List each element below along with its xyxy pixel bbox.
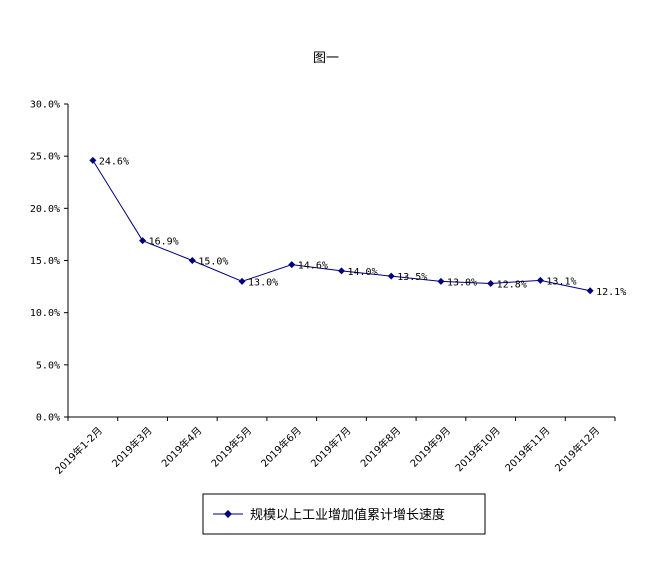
- data-label: 24.6%: [99, 156, 129, 167]
- x-tick-label: 2019年10月: [452, 424, 502, 474]
- y-tick-label: 30.0%: [30, 100, 60, 111]
- legend: 规模以上工业增加值累计增长速度: [202, 493, 486, 535]
- x-tick-label: 2019年3月: [109, 424, 155, 470]
- x-tick-label: 2019年12月: [552, 424, 602, 474]
- x-tick-label: 2019年1-2月: [52, 424, 105, 477]
- data-label: 12.8%: [497, 279, 527, 290]
- data-label: 13.0%: [248, 277, 278, 288]
- x-tick-label: 2019年4月: [159, 424, 205, 470]
- axes: [67, 104, 615, 418]
- data-labels: 24.6% 16.9% 15.0% 13.0% 14.6% 14.0% 13.5% 13.0%…: [99, 156, 626, 297]
- y-tick-label: 0.0%: [36, 413, 60, 424]
- x-tick-label: 2019年6月: [258, 424, 304, 470]
- data-label: 13.1%: [546, 276, 576, 287]
- data-point-marker: [586, 287, 594, 295]
- data-point-marker: [487, 279, 495, 287]
- data-point-marker: [338, 267, 345, 275]
- y-tick-label: 5.0%: [36, 360, 60, 371]
- legend-box: [202, 493, 486, 535]
- data-label: 13.5%: [397, 272, 427, 283]
- data-point-marker: [89, 156, 97, 164]
- y-tick-label: 20.0%: [30, 204, 60, 215]
- y-tick-label: 15.0%: [30, 256, 60, 267]
- data-label: 13.0%: [447, 277, 477, 288]
- legend-marker: [224, 510, 232, 518]
- x-tick-label: 2019年5月: [208, 424, 254, 470]
- data-point-marker: [437, 277, 445, 285]
- y-tick-label: 25.0%: [30, 152, 60, 163]
- x-tick-label: 2019年7月: [308, 424, 354, 470]
- data-label: 16.9%: [149, 237, 179, 248]
- x-axis-ticks: 2019年1-2月 2019年3月 2019年4月 2019年5月 2019年6月 201…: [52, 417, 616, 477]
- data-point-marker: [188, 257, 196, 264]
- chart-title: 图一: [313, 51, 339, 66]
- y-axis-ticks: 0.0% 5.0% 10.0% 15.0% 20.0% 25.0% 30.0%: [30, 100, 68, 424]
- data-label: 14.0%: [348, 267, 378, 278]
- data-point-marker: [387, 272, 395, 280]
- data-point-marker: [238, 277, 246, 285]
- y-tick-label: 10.0%: [30, 308, 60, 319]
- x-tick-label: 2019年11月: [502, 424, 552, 474]
- data-label: 14.6%: [298, 261, 328, 272]
- data-point-marker: [536, 276, 544, 284]
- x-tick-label: 2019年9月: [407, 424, 453, 470]
- data-point-marker: [139, 237, 147, 245]
- data-label: 15.0%: [198, 257, 228, 268]
- data-point-marker: [288, 261, 296, 269]
- data-points: [89, 156, 594, 295]
- data-label: 12.1%: [596, 287, 626, 298]
- legend-label: 规模以上工业增加值累计增长速度: [250, 507, 445, 523]
- x-tick-label: 2019年8月: [358, 424, 404, 470]
